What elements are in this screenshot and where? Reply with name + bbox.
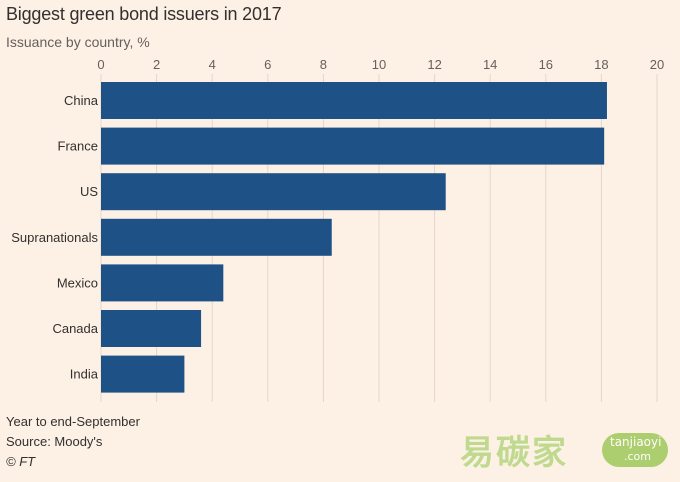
category-label: US: [80, 184, 98, 199]
chart-title: Biggest green bond issuers in 2017: [6, 4, 282, 24]
x-tick-label: 10: [372, 57, 386, 72]
watermark-line1: tanjiaoyi: [610, 435, 662, 449]
watermark-badge: tanjiaoyi .com: [602, 433, 668, 467]
bar-canada: [101, 310, 202, 347]
watermark-line2: .com: [624, 450, 651, 463]
x-tick-label: 20: [650, 57, 664, 72]
category-label: China: [64, 93, 99, 108]
chart-subtitle: Issuance by country, %: [6, 34, 150, 50]
x-tick-label: 16: [539, 57, 553, 72]
x-tick-label: 4: [209, 57, 216, 72]
bar-india: [101, 355, 185, 393]
bar-supranationals: [101, 218, 332, 256]
watermark-logo: 易碳家 tanjiaoyi .com: [460, 425, 670, 473]
category-label: India: [70, 367, 99, 382]
category-label: France: [58, 139, 98, 154]
x-tick-label: 2: [153, 57, 160, 72]
watermark-chinese: 易碳家: [460, 433, 568, 473]
x-tick-label: 18: [594, 57, 608, 72]
x-tick-label: 6: [264, 57, 271, 72]
category-label: Supranationals: [11, 230, 98, 245]
footer-credit: © FT: [6, 454, 36, 469]
category-label: Canada: [52, 321, 98, 336]
footer-note: Year to end-September: [6, 414, 140, 429]
x-tick-label: 14: [483, 57, 497, 72]
x-tick-label: 0: [97, 57, 104, 72]
bar-us: [101, 173, 446, 211]
x-tick-label: 12: [427, 57, 441, 72]
x-tick-label: 8: [320, 57, 327, 72]
footer-source: Source: Moody's: [6, 434, 103, 449]
category-label: Mexico: [57, 275, 98, 290]
bar-mexico: [101, 264, 224, 302]
bar-china: [101, 82, 607, 119]
bar-france: [101, 127, 605, 165]
bar-chart: 0 2 4 6 8 10 12 14 16 18 20 China France US Supranatio…: [11, 57, 664, 402]
